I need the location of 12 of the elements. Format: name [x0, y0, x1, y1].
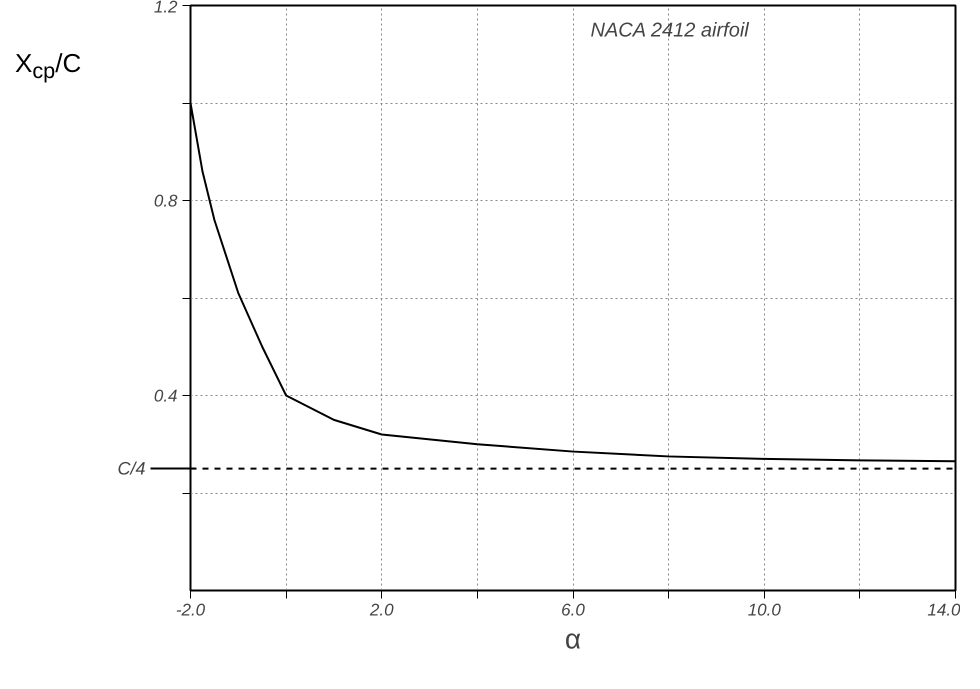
- x-tick-label: 10.0: [748, 600, 782, 620]
- y-tick-label: 1.2: [154, 0, 178, 16]
- x-tick-label: 14.0: [927, 600, 962, 620]
- x-tick-label: 6.0: [561, 600, 586, 620]
- y-tick-label: 0.4: [154, 386, 178, 406]
- y-axis-title: X$_{cp}$/C: [15, 47, 82, 86]
- x-tick-label: -2.0: [176, 600, 206, 620]
- y-tick-label: 0.8: [154, 192, 178, 210]
- x-tick-label: 2.0: [368, 600, 394, 620]
- annotation: NACA 2412 airfoil: [590, 20, 750, 42]
- ref-line-label: C/4: [117, 458, 146, 479]
- x-axis-title: α: [564, 624, 582, 654]
